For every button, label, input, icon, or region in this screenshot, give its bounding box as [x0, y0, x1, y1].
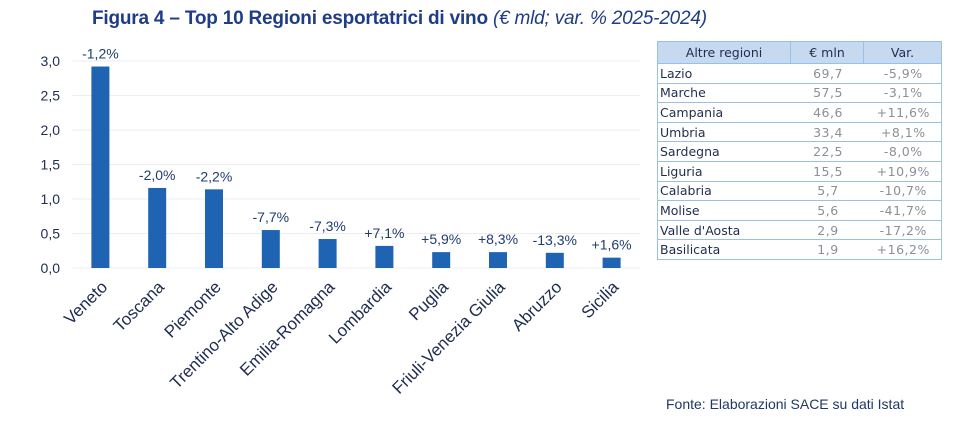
bar — [148, 187, 167, 268]
cell-variation: -41,7% — [863, 200, 942, 221]
table-row: Lazio 69,7 -5,9% — [657, 63, 942, 84]
x-tick-label: Toscana — [110, 277, 169, 336]
data-label: -2,0% — [139, 167, 176, 183]
cell-variation: +11,6% — [863, 102, 942, 123]
bar — [318, 239, 337, 268]
y-axis-ticks: 0,0 0,5 1,0 1,5 2,0 2,5 3,0 — [41, 53, 61, 276]
data-label: -1,2% — [82, 46, 119, 62]
cell-variation: +10,9% — [863, 160, 942, 182]
table-row: Sardegna 22,5 -8,0% — [657, 141, 942, 162]
cell-value: 2,9 — [790, 219, 864, 241]
x-tick-label: Emilia-Romagna — [236, 277, 339, 380]
y-tick-label: 0,5 — [41, 226, 61, 242]
header-variation: Var. — [863, 41, 942, 64]
cell-variation: -8,0% — [863, 141, 942, 162]
cell-region: Liguria — [657, 160, 791, 182]
bar — [489, 252, 507, 268]
x-tick-label: Lombardia — [325, 277, 396, 348]
header-region: Altre regioni — [657, 41, 791, 64]
cell-region: Basilicata — [657, 239, 791, 260]
x-tick-label: Trentino-Alto Adige — [166, 277, 281, 392]
cell-value: 33,4 — [790, 121, 864, 143]
cell-region: Sardegna — [657, 141, 791, 162]
cell-variation: -5,9% — [863, 63, 942, 84]
table-row: Molise 5,6 -41,7% — [657, 200, 942, 221]
bar — [205, 189, 223, 268]
cell-value: 15,5 — [790, 160, 864, 182]
data-label: -7,3% — [309, 218, 346, 234]
header-value: € mln — [790, 41, 864, 64]
bar — [91, 66, 110, 268]
data-label: +7,1% — [364, 225, 404, 241]
x-tick-label: Veneto — [60, 277, 111, 328]
cell-value: 1,9 — [790, 239, 864, 260]
data-label: +5,9% — [421, 231, 461, 247]
gridlines — [72, 60, 640, 269]
cell-region: Valle d'Aosta — [657, 219, 791, 241]
cell-value: 5,6 — [790, 200, 864, 221]
cell-region: Marche — [657, 82, 791, 104]
cell-value: 69,7 — [790, 63, 864, 84]
table-row: Umbria 33,4 +8,1% — [657, 121, 942, 143]
source-note: Fonte: Elaborazioni SACE su dati Istat — [666, 396, 905, 412]
cell-region: Umbria — [657, 121, 791, 143]
cell-region: Calabria — [657, 180, 791, 202]
bars — [91, 66, 621, 268]
chart-title: Figura 4 – Top 10 Regioni esportatrici d… — [92, 8, 707, 30]
table-header-row: Altre regioni € mln Var. — [657, 41, 942, 64]
table-row: Liguria 15,5 +10,9% — [657, 160, 942, 182]
cell-value: 5,7 — [790, 180, 864, 202]
other-regions-table: Altre regioni € mln Var. Lazio 69,7 -5,9% M… — [657, 41, 942, 260]
cell-region: Campania — [657, 102, 791, 123]
cell-variation: +8,1% — [863, 121, 942, 143]
table-row: Marche 57,5 -3,1% — [657, 82, 942, 104]
x-tick-label: Puglia — [405, 277, 452, 324]
cell-value: 57,5 — [790, 82, 864, 104]
y-tick-label: 2,0 — [41, 122, 61, 138]
bar — [545, 252, 564, 268]
x-tick-label: Friuli-Venezia Giulia — [388, 277, 509, 398]
data-label: -7,7% — [253, 209, 290, 225]
y-tick-label: 0,0 — [41, 260, 61, 276]
cell-value: 46,6 — [790, 102, 864, 123]
bar — [432, 252, 451, 268]
cell-variation: -3,1% — [863, 82, 942, 104]
cell-variation: +16,2% — [863, 239, 942, 260]
y-tick-label: 1,5 — [41, 157, 61, 173]
data-label: +1,6% — [592, 237, 632, 253]
y-tick-label: 1,0 — [41, 191, 61, 207]
x-tick-label: Abruzzo — [508, 277, 566, 335]
chart-title-main: Figura 4 – Top 10 Regioni esportatrici d… — [92, 8, 488, 29]
y-tick-label: 2,5 — [41, 88, 61, 104]
bar — [375, 245, 394, 268]
table-row: Basilicata 1,9 +16,2% — [657, 239, 942, 260]
x-tick-label: Sicilia — [578, 277, 623, 322]
cell-variation: -10,7% — [863, 180, 942, 202]
bar — [602, 257, 621, 268]
bar — [261, 230, 280, 268]
cell-value: 22,5 — [790, 141, 864, 162]
cell-region: Molise — [657, 200, 791, 221]
data-label: -2,2% — [196, 168, 233, 184]
bar-chart: 0,0 0,5 1,0 1,5 2,0 2,5 3,0 -1,2% -2,0% -2,2% -7,… — [41, 46, 640, 398]
data-labels: -1,2% -2,0% -2,2% -7,7% -7,3% +7,1% +5,9% +8,3%… — [82, 46, 632, 253]
y-tick-label: 3,0 — [41, 53, 61, 69]
table-row: Campania 46,6 +11,6% — [657, 102, 942, 123]
data-label: +8,3% — [478, 231, 518, 247]
data-label: -13,3% — [533, 232, 577, 248]
cell-variation: -17,2% — [863, 219, 942, 241]
chart-title-subtitle: (€ mld; var. % 2025-2024) — [492, 8, 707, 29]
cell-region: Lazio — [657, 63, 791, 84]
table-row: Valle d'Aosta 2,9 -17,2% — [657, 219, 942, 241]
table-row: Calabria 5,7 -10,7% — [657, 180, 942, 202]
